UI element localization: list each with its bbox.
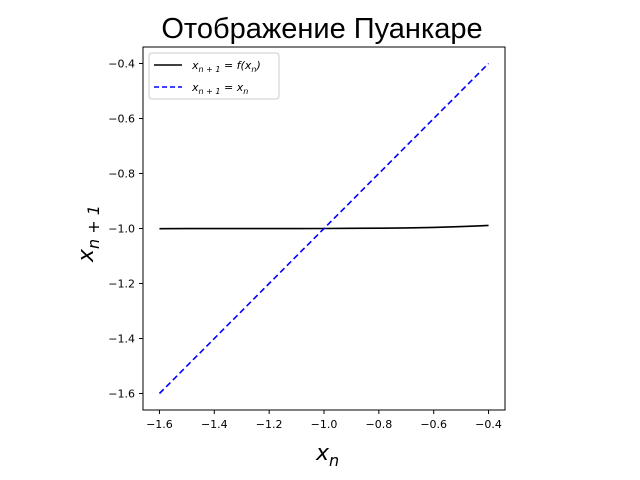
chart-title: Отображение Пуанкаре — [161, 13, 482, 45]
x-tick-label: −0.8 — [365, 418, 392, 431]
y-axis-ticks: −1.6 −1.4 −1.2 −1.0 −0.8 −0.6 −0.4 — [108, 58, 143, 401]
y-tick-label: −1.2 — [108, 278, 135, 291]
y-tick-label: −0.8 — [108, 168, 135, 181]
series-line-0 — [159, 224, 489, 230]
y-tick-label: −0.6 — [108, 113, 135, 126]
x-axis-ticks: −1.6 −1.4 −1.2 −1.0 −0.8 −0.6 −0.4 — [146, 410, 502, 431]
y-tick-label: −0.4 — [108, 58, 135, 71]
legend-entry-map: xn + 1 = f(xn) — [191, 59, 261, 74]
y-tick-label: −1.0 — [108, 223, 135, 236]
x-tick-label: −1.0 — [311, 418, 338, 431]
legend-entry-identity: xn + 1 = xn — [191, 81, 248, 96]
y-tick-label: −1.4 — [108, 333, 135, 346]
x-tick-label: −0.6 — [420, 418, 447, 431]
x-tick-label: −0.4 — [475, 418, 502, 431]
y-axis-label: xn + 1 — [74, 205, 103, 263]
x-tick-label: −1.6 — [146, 418, 173, 431]
legend: xn + 1 = f(xn) xn + 1 = xn — [148, 52, 280, 100]
x-axis-label: xn — [315, 441, 339, 470]
x-tick-label: −1.2 — [256, 418, 283, 431]
series-layer — [158, 62, 490, 395]
plot-area: −1.6 −1.4 −1.2 −1.0 −0.8 −0.6 −0.4 −1.6−1.4−1.… — [108, 46, 506, 431]
y-tick-label: −1.6 — [108, 388, 135, 401]
x-tick-label: −1.4 — [201, 418, 228, 431]
series-line-1 — [158, 62, 490, 395]
